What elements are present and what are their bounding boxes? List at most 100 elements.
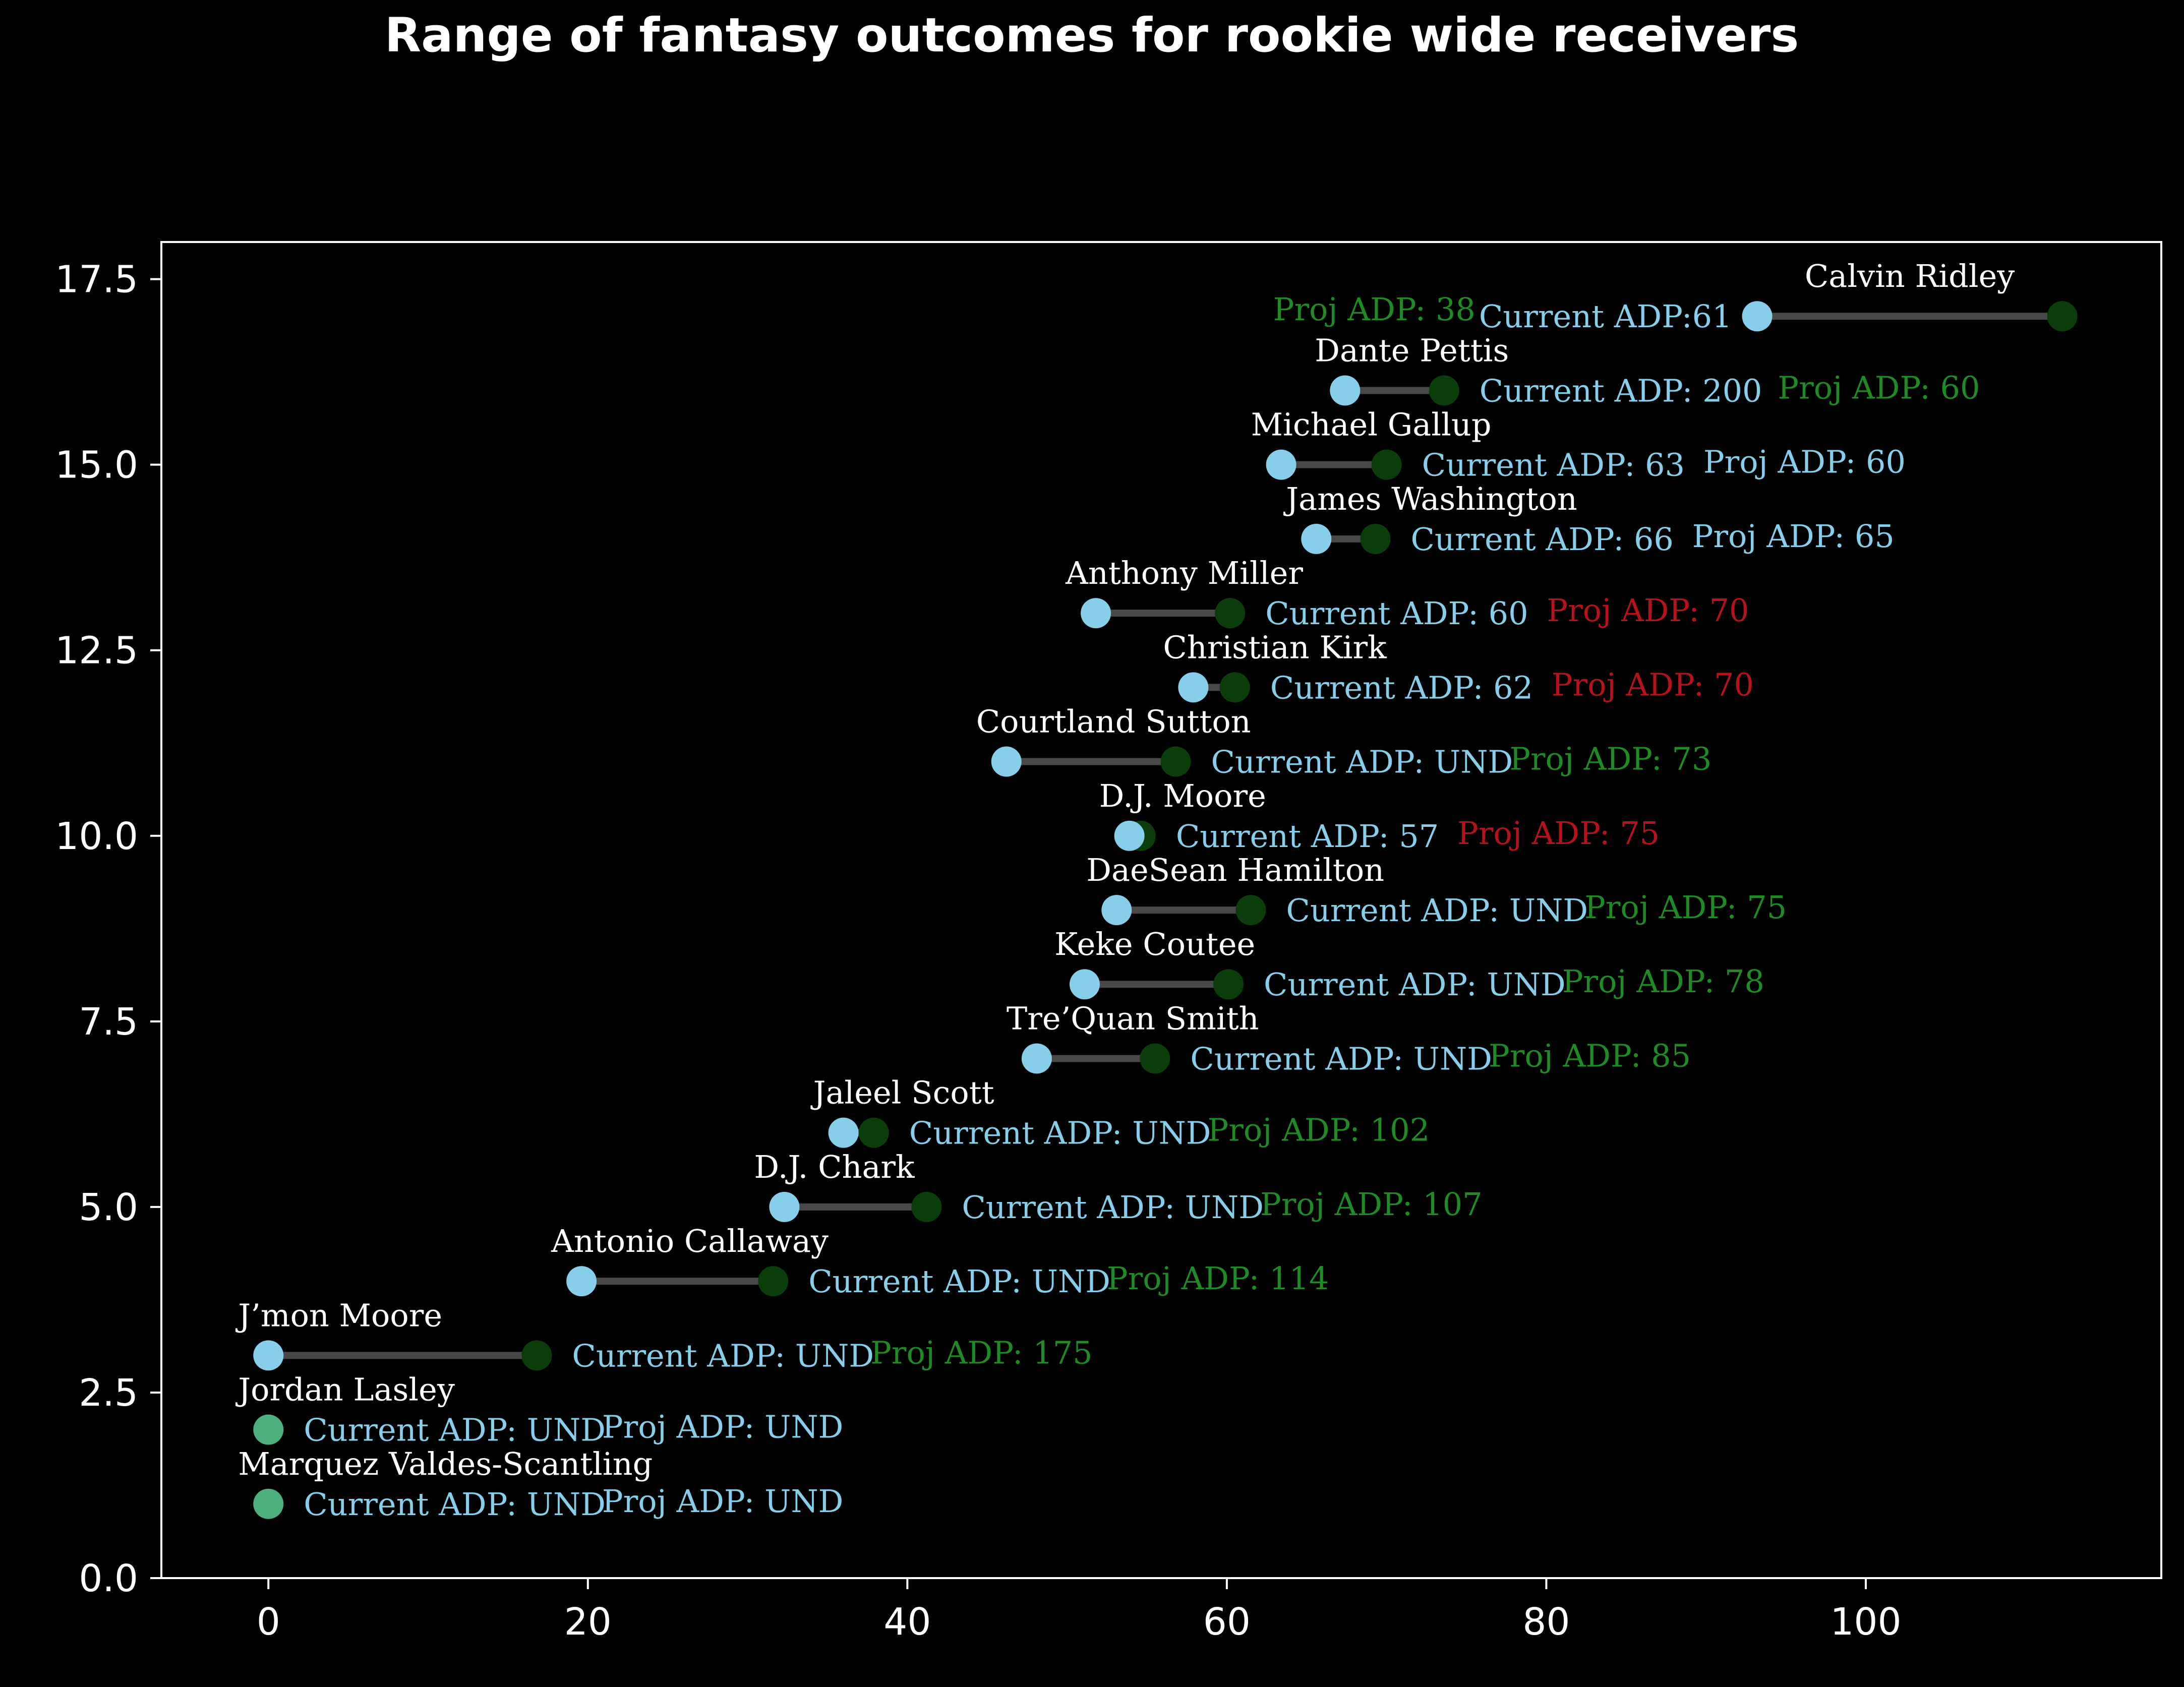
player-name-label: Marquez Valdes-Scantling	[238, 1445, 653, 1482]
y-tick-label: 15.0	[55, 444, 138, 487]
projected-adp-label: Proj ADP: 78	[1562, 963, 1764, 1000]
projected-adp-label: Proj ADP: 38	[1273, 291, 1475, 328]
player-name-label: Keke Coutee	[1054, 926, 1255, 962]
y-tick-label: 0.0	[79, 1557, 138, 1600]
player-name-label: D.J. Chark	[754, 1149, 915, 1185]
projected-adp-label: Proj ADP: 73	[1509, 741, 1711, 777]
x-tick-label: 100	[1830, 1600, 1901, 1644]
x-tick-label: 0	[257, 1600, 280, 1644]
player-name-label: Christian Kirk	[1163, 629, 1387, 666]
current-adp-label: Current ADP: UND	[808, 1263, 1110, 1300]
projected-adp-marker	[1360, 523, 1391, 554]
current-adp-label: Current ADP: UND	[1286, 892, 1588, 929]
player-name-label: Anthony Miller	[1065, 555, 1303, 591]
player-name-label: DaeSean Hamilton	[1086, 852, 1384, 888]
x-tick-label: 60	[1203, 1600, 1251, 1644]
plot-area: 0 20 40 60 80 100 0.0 2.5 5.0 7.5 10.0 12.5 15.0 17.…	[55, 241, 2162, 1644]
projected-adp-label: Proj ADP: UND	[602, 1409, 843, 1445]
current-adp-marker	[1069, 969, 1100, 1000]
projected-adp-marker	[1219, 672, 1250, 703]
projected-adp-marker	[1235, 895, 1266, 925]
player-name-label: Dante Pettis	[1315, 332, 1509, 369]
projected-adp-marker	[1160, 746, 1191, 777]
projected-adp-label: Proj ADP: 114	[1107, 1260, 1329, 1297]
plot-frame	[160, 241, 2162, 1579]
current-adp-label: Current ADP: UND	[304, 1486, 606, 1523]
projected-adp-marker	[758, 1266, 789, 1297]
player-name-label: J’mon Moore	[235, 1297, 442, 1334]
projected-adp-label: Proj ADP: UND	[602, 1483, 843, 1520]
projected-adp-marker	[1215, 598, 1246, 629]
current-adp-label: Current ADP: UND	[909, 1115, 1211, 1152]
player-name-label: Tre’Quan Smith	[1007, 1000, 1259, 1037]
y-axis: 0.0 2.5 5.0 7.5 10.0 12.5 15.0 17.5	[55, 258, 161, 1600]
current-adp-marker	[1266, 449, 1296, 480]
projected-adp-label: Proj ADP: 175	[870, 1334, 1093, 1371]
chart-title: Range of fantasy outcomes for rookie wid…	[385, 8, 1799, 63]
projected-adp-label: Proj ADP: 102	[1207, 1112, 1430, 1149]
current-adp-label: Current ADP: 62	[1270, 669, 1533, 706]
current-adp-label: Current ADP:61	[1479, 298, 1732, 335]
undrafted-marker	[253, 1414, 284, 1445]
y-tick-label: 5.0	[79, 1186, 138, 1229]
current-adp-label: Current ADP: 63	[1422, 447, 1685, 484]
projected-adp-label: Proj ADP: 85	[1489, 1037, 1691, 1074]
projected-adp-marker	[911, 1191, 942, 1222]
projected-adp-label: Proj ADP: 65	[1692, 518, 1895, 555]
projected-adp-label: Proj ADP: 75	[1584, 889, 1787, 926]
current-adp-label: Current ADP: 60	[1265, 595, 1528, 632]
current-adp-marker	[1101, 895, 1132, 925]
projected-adp-marker	[1140, 1043, 1170, 1074]
current-adp-marker	[1178, 672, 1209, 703]
current-adp-marker	[991, 746, 1022, 777]
y-tick-label: 12.5	[55, 629, 138, 673]
current-adp-marker	[1742, 301, 1773, 332]
x-tick-label: 80	[1522, 1600, 1570, 1644]
current-adp-label: Current ADP: UND	[572, 1337, 874, 1374]
current-adp-label: Current ADP: 66	[1410, 521, 1673, 558]
current-adp-marker	[1301, 523, 1332, 554]
projected-adp-marker	[2047, 301, 2078, 332]
projected-adp-label: Proj ADP: 75	[1457, 815, 1660, 852]
current-adp-marker	[828, 1117, 859, 1148]
current-adp-marker	[769, 1191, 800, 1222]
markers	[253, 301, 2078, 1519]
projected-adp-marker	[1429, 375, 1459, 406]
projected-adp-marker	[1371, 449, 1402, 480]
x-axis: 0 20 40 60 80 100	[257, 1578, 1902, 1644]
current-adp-label: Current ADP: UND	[1190, 1040, 1492, 1077]
projected-adp-marker	[858, 1117, 889, 1148]
player-name-label: Antonio Callaway	[551, 1223, 829, 1259]
y-tick-label: 17.5	[55, 258, 138, 302]
current-adp-marker	[253, 1340, 284, 1371]
current-adp-label: Current ADP: 57	[1176, 818, 1439, 855]
projected-adp-label: Proj ADP: 60	[1703, 444, 1906, 480]
current-adp-marker	[1081, 598, 1111, 629]
current-adp-label: Current ADP: UND	[304, 1412, 606, 1449]
projected-adp-label: Proj ADP: 60	[1778, 369, 1980, 406]
x-tick-label: 40	[883, 1600, 931, 1644]
current-adp-marker	[566, 1266, 597, 1297]
projected-adp-marker	[1213, 969, 1244, 1000]
y-tick-label: 10.0	[55, 815, 138, 858]
current-adp-marker	[1114, 820, 1145, 851]
current-adp-label: Current ADP: UND	[1264, 966, 1566, 1003]
player-name-label: Calvin Ridley	[1805, 258, 2015, 294]
current-adp-marker	[1021, 1043, 1052, 1074]
current-adp-label: Current ADP: UND	[1211, 744, 1513, 780]
player-name-label: James Washington	[1283, 480, 1577, 517]
player-name-label: Jordan Lasley	[235, 1371, 455, 1408]
projected-adp-label: Proj ADP: 107	[1260, 1186, 1483, 1223]
player-name-label: D.J. Moore	[1099, 777, 1266, 814]
player-name-label: Michael Gallup	[1251, 406, 1492, 443]
projected-adp-label: Proj ADP: 70	[1552, 666, 1754, 703]
current-adp-label: Current ADP: 200	[1480, 372, 1762, 409]
current-adp-marker	[1330, 375, 1361, 406]
player-name-label: Courtland Sutton	[976, 703, 1251, 740]
y-tick-label: 7.5	[79, 1000, 138, 1044]
y-tick-label: 2.5	[79, 1371, 138, 1415]
current-adp-label: Current ADP: UND	[962, 1189, 1264, 1226]
